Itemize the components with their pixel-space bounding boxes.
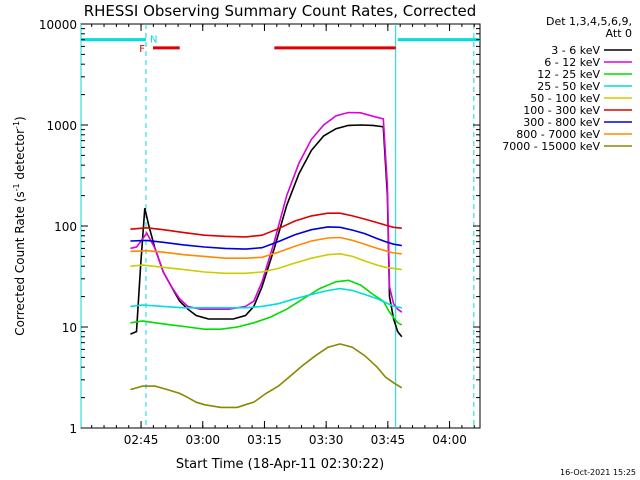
legend-header-2: Att 0 bbox=[606, 27, 632, 40]
chart-title: RHESSI Observing Summary Count Rates, Co… bbox=[84, 2, 477, 20]
x-tick-label-0: 02:45 bbox=[124, 433, 159, 447]
x-axis-label: Start Time (18-Apr-11 02:30:22) bbox=[176, 457, 384, 472]
observing-flags: FN bbox=[80, 24, 480, 428]
x-tick-label-1: 03:00 bbox=[185, 433, 220, 447]
y-tick-label-1: 10 bbox=[62, 321, 77, 335]
legend-label-5: 100 - 300 keV bbox=[523, 104, 600, 117]
legend-label-3: 25 - 50 keV bbox=[537, 80, 600, 93]
axis-ticks: 1 10 100 1000 10000 02:45 03:00 03:15 03:30 03:45… bbox=[39, 18, 480, 447]
y-tick-label-2: 100 bbox=[54, 220, 77, 234]
y-label-part-1: Corrected Count Rate (s bbox=[13, 191, 27, 335]
flare-flag-label: F bbox=[139, 44, 145, 55]
series-line-8 bbox=[130, 343, 403, 409]
y-axis-label: Corrected Count Rate (s-1 detector-1) bbox=[12, 116, 27, 335]
series-line-5 bbox=[130, 212, 402, 238]
legend-label-1: 6 - 12 keV bbox=[544, 56, 600, 69]
x-tick-label-3: 03:30 bbox=[309, 433, 344, 447]
x-tick-label-4: 03:45 bbox=[371, 433, 406, 447]
series-line-4 bbox=[130, 252, 402, 275]
y-tick-label-4: 10000 bbox=[39, 18, 77, 32]
y-label-part-2: detector bbox=[13, 129, 27, 184]
legend-label-6: 300 - 800 keV bbox=[523, 116, 600, 129]
x-tick-label-5: 04:00 bbox=[432, 433, 467, 447]
series-line-1 bbox=[130, 111, 403, 313]
legend-label-0: 3 - 6 keV bbox=[551, 44, 600, 57]
series-line-6 bbox=[130, 226, 402, 250]
series-lines bbox=[130, 111, 403, 409]
plot-region: FN 1 10 100 1000 10000 02:45 03:00 03:15 03:30 03… bbox=[39, 18, 481, 447]
y-label-part-3: ) bbox=[13, 116, 27, 121]
y-label-sup-1: -1 bbox=[12, 183, 21, 191]
x-tick-label-2: 03:15 bbox=[247, 433, 282, 447]
y-label-sup-2: -1 bbox=[12, 121, 21, 129]
y-tick-label-3: 1000 bbox=[46, 119, 77, 133]
legend-label-8: 7000 - 15000 keV bbox=[502, 140, 600, 153]
legend-label-2: 12 - 25 keV bbox=[537, 68, 600, 81]
night-flag-label: N bbox=[150, 35, 157, 46]
footer-timestamp: 16-Oct-2021 15:25 bbox=[560, 468, 636, 477]
series-line-2 bbox=[130, 279, 403, 330]
legend-header-1: Det 1,3,4,5,6,9, bbox=[546, 15, 632, 28]
legend-label-7: 800 - 7000 keV bbox=[516, 128, 600, 141]
series-line-3 bbox=[130, 287, 402, 309]
series-line-7 bbox=[130, 236, 402, 259]
y-tick-label-0: 1 bbox=[69, 422, 77, 436]
legend-label-4: 50 - 100 keV bbox=[530, 92, 600, 105]
